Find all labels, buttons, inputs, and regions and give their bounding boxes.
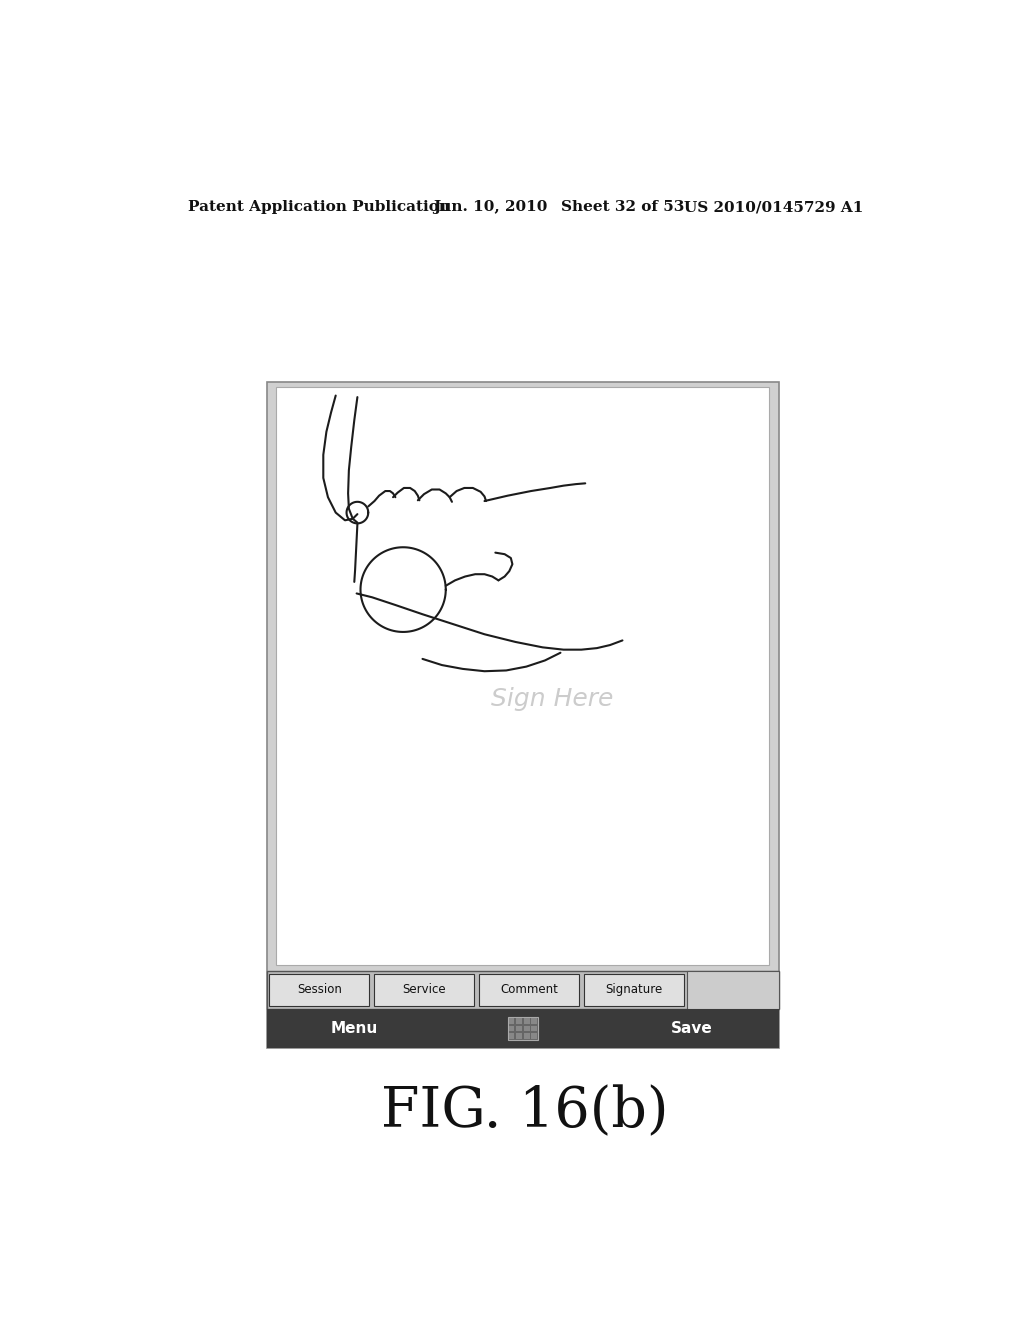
- Text: Sign Here: Sign Here: [492, 688, 613, 711]
- Bar: [374, 974, 474, 1006]
- Text: Patent Application Publication: Patent Application Publication: [187, 201, 450, 214]
- Bar: [531, 1018, 538, 1024]
- Bar: [531, 1026, 538, 1031]
- Bar: [523, 1018, 529, 1024]
- Text: US 2010/0145729 A1: US 2010/0145729 A1: [684, 201, 863, 214]
- Bar: [516, 1026, 522, 1031]
- Bar: [509, 1026, 514, 1031]
- Bar: [267, 381, 778, 1048]
- Bar: [523, 1026, 529, 1031]
- Bar: [523, 1034, 529, 1039]
- Text: Jun. 10, 2010: Jun. 10, 2010: [433, 201, 548, 214]
- Bar: [479, 974, 580, 1006]
- Text: Session: Session: [297, 983, 342, 997]
- Bar: [269, 974, 370, 1006]
- Bar: [516, 1034, 522, 1039]
- Bar: [509, 1034, 514, 1039]
- Bar: [509, 1018, 514, 1024]
- Text: Service: Service: [402, 983, 446, 997]
- Bar: [516, 1018, 522, 1024]
- Bar: [508, 1018, 538, 1040]
- Text: Comment: Comment: [501, 983, 558, 997]
- Bar: [267, 1008, 778, 1048]
- Bar: [267, 970, 778, 1008]
- Text: Sheet 32 of 53: Sheet 32 of 53: [560, 201, 684, 214]
- Text: Save: Save: [671, 1020, 713, 1036]
- Text: FIG. 16(b): FIG. 16(b): [381, 1085, 669, 1139]
- Bar: [584, 974, 684, 1006]
- Bar: [531, 1034, 538, 1039]
- Text: Signature: Signature: [605, 983, 663, 997]
- Text: Menu: Menu: [331, 1020, 378, 1036]
- Bar: [687, 970, 778, 1008]
- Bar: [276, 387, 769, 965]
